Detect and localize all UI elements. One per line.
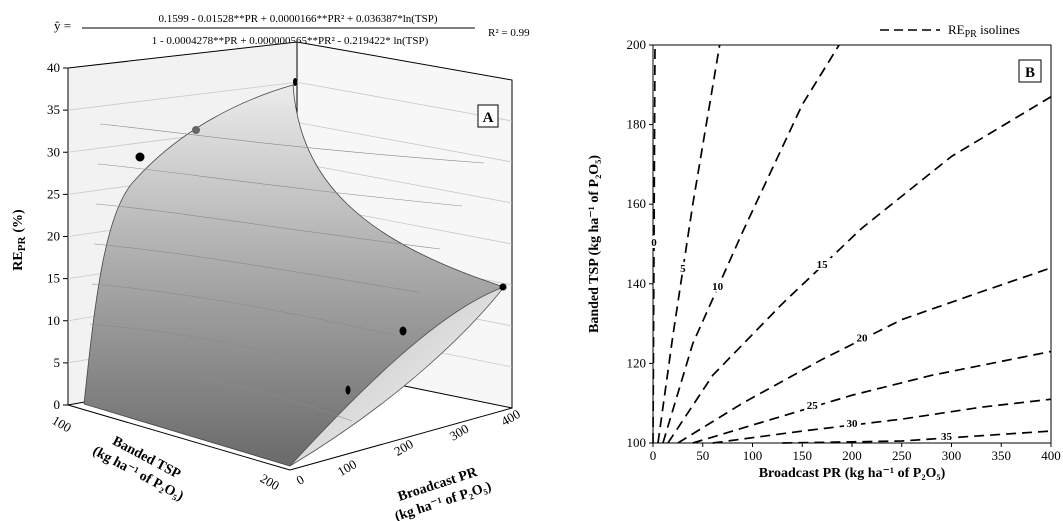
panel-label-box <box>477 104 499 128</box>
equation-denominator: 1 - 0.0004278**PR + 0.000000565**PR² - 0… <box>152 35 429 47</box>
x-tick-label: 50 <box>696 448 709 463</box>
back-gridline <box>67 81 513 122</box>
z-axis-label-main: RE <box>11 251 26 270</box>
panel-label: B <box>1025 65 1035 81</box>
observed-point <box>499 283 507 291</box>
isoline-15 <box>667 96 1052 444</box>
x-tick-label: 350 <box>992 448 1012 463</box>
z-tick-label: 30 <box>47 144 60 159</box>
z-axis-label-unit: (%) <box>11 209 26 233</box>
observed-point <box>135 152 145 162</box>
z-tick-label: 40 <box>47 60 60 75</box>
pr-tick: 300 <box>447 421 471 444</box>
y-tick-label: 120 <box>627 355 647 370</box>
pr-tick: 200 <box>391 436 415 459</box>
isoline-label-bg <box>814 257 832 270</box>
z-tick-label: 35 <box>47 102 60 117</box>
y-axis-title: Banded TSP (kg ha⁻¹ of P₂O₅) <box>587 155 602 333</box>
isoline-30 <box>712 398 1052 444</box>
legend-label-tail: isolines <box>977 22 1020 37</box>
tsp-tick: 200 <box>258 471 282 494</box>
z-tick-label: 5 <box>54 355 61 370</box>
plot-frame <box>652 44 1052 444</box>
pr-tick: 400 <box>498 406 522 429</box>
y-tick-label: 160 <box>627 196 647 211</box>
equation-numerator: 0.1599 - 0.01528**PR + 0.0000166**PR² + … <box>158 13 437 25</box>
x-tick-label: 200 <box>842 448 862 463</box>
isoline-25 <box>692 350 1052 444</box>
panel-a-surface-plot: ŷ = 0.1599 - 0.01528**PR + 0.0000166**PR… <box>11 13 530 521</box>
y-tick-label: 180 <box>627 117 647 132</box>
x-tick-label: 0 <box>650 448 657 463</box>
x-tick-label: 250 <box>892 448 912 463</box>
legend-label-sub: PR <box>965 29 978 40</box>
isoline-labels: 0 5 10 15 20 25 30 35 <box>645 236 956 443</box>
tsp-axis-title: Banded TSP (kg ha⁻¹ of P₂O₅) <box>90 434 186 504</box>
surface-band <box>97 163 463 207</box>
response-surface <box>83 84 506 467</box>
x-tick-label: 300 <box>942 448 962 463</box>
surface-band <box>89 323 375 379</box>
z-tick-label: 15 <box>47 271 60 286</box>
isoline-label-bg <box>853 331 871 344</box>
surface-band <box>99 123 485 164</box>
x-tick-label: 400 <box>1041 448 1061 463</box>
z-tick-label: 0 <box>54 397 61 412</box>
isoline-label: 30 <box>847 418 859 430</box>
isoline-label-bg <box>804 399 822 412</box>
z-tick-label: 10 <box>47 313 60 328</box>
regression-equation: ŷ = 0.1599 - 0.01528**PR + 0.0000166**PR… <box>54 13 530 47</box>
legend-label: REPR isolines <box>948 22 1020 40</box>
isoline-5 <box>657 44 721 444</box>
panel-label: A <box>483 110 494 126</box>
observed-point <box>399 326 407 336</box>
x-tick-label: 100 <box>743 448 763 463</box>
observed-points <box>135 78 507 395</box>
observed-point <box>192 126 200 134</box>
legend: REPR isolines <box>880 22 1020 40</box>
isoline-label: 35 <box>941 431 953 443</box>
isoline-label: 10 <box>712 281 724 293</box>
r-squared: R² = 0.99 <box>488 27 530 39</box>
z-axis-ticks: 0 5 10 15 20 25 30 35 40 <box>47 60 68 412</box>
isoline-label: 20 <box>856 333 868 345</box>
equation-lhs: ŷ = <box>54 18 71 33</box>
isoline-10 <box>662 44 840 444</box>
x-axis-ticks: 0 50 100 150 200 250 300 350 400 <box>650 443 1061 463</box>
isoline-label: 15 <box>817 259 829 271</box>
z-axis-label: REPR (%) <box>11 209 28 271</box>
y-tick-label: 200 <box>627 37 647 52</box>
surface-band <box>91 283 397 336</box>
surface-band <box>95 203 441 250</box>
surface-band <box>87 363 353 422</box>
x-axis-title: Broadcast PR (kg ha⁻¹ of P₂O₅) <box>759 466 946 481</box>
isoline-label-bg <box>844 417 861 430</box>
surface-contour-bands <box>87 123 485 422</box>
isoline-label-bg <box>645 236 663 248</box>
y-tick-label: 140 <box>627 276 647 291</box>
z-axis-label-sub: PR <box>16 236 28 252</box>
isoline-label-bg <box>709 279 727 292</box>
pr-tick: 100 <box>335 456 359 479</box>
z-tick-label: 25 <box>47 186 60 201</box>
panel-b-isoline-plot: REPR isolines 0 50 100 150 200 250 300 350 400 1… <box>587 22 1061 481</box>
panel-label-box <box>1018 59 1042 83</box>
tsp-tick: 100 <box>50 413 74 436</box>
observed-point <box>345 385 351 395</box>
isoline-label: 25 <box>807 400 819 412</box>
y-axis-ticks: 100 120 140 160 180 200 <box>627 37 653 450</box>
y-tick-label: 100 <box>627 435 647 450</box>
surface-band <box>93 243 419 293</box>
isoline-label: 0 <box>651 237 657 249</box>
legend-label-main: RE <box>948 22 965 37</box>
z-tick-label: 20 <box>47 229 60 244</box>
observed-point <box>293 78 297 86</box>
isoline-label-bg <box>674 261 692 274</box>
isoline-label-bg <box>938 430 956 443</box>
pr-tick: 0 <box>294 472 307 488</box>
isoline-label: 5 <box>680 263 686 275</box>
x-tick-label: 150 <box>793 448 813 463</box>
pr-axis-title: Broadcast PR (kg ha⁻¹ of P₂O₅) <box>393 465 494 521</box>
